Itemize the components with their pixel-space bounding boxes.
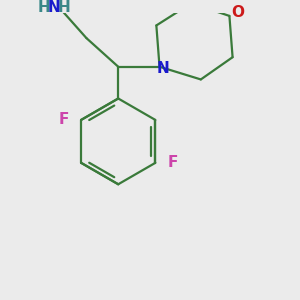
Text: N: N [48,1,60,16]
Text: O: O [231,5,244,20]
Text: H: H [58,1,70,16]
Text: F: F [168,155,178,170]
Text: H: H [37,1,50,16]
Text: F: F [58,112,69,128]
Text: N: N [156,61,169,76]
